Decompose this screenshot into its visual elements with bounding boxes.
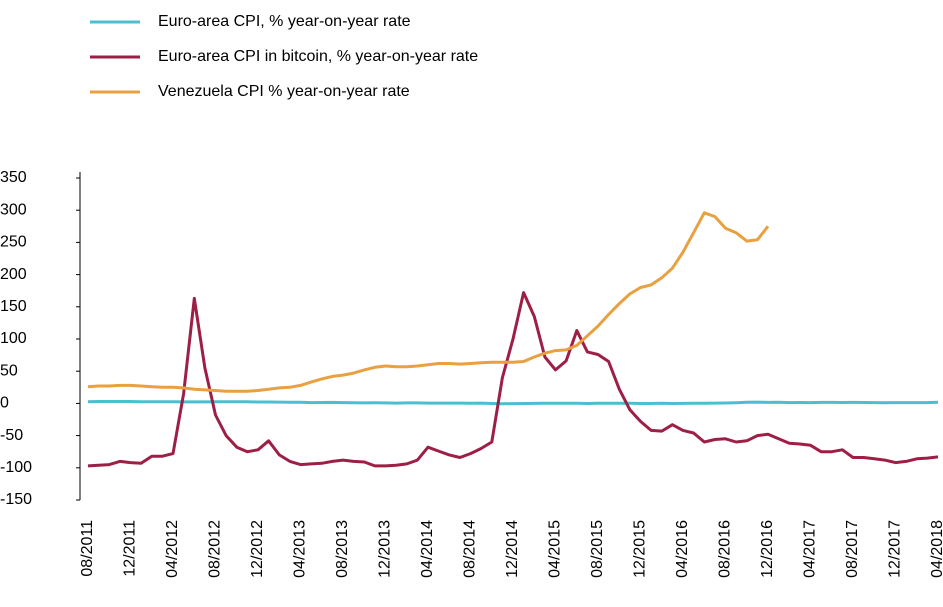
series-line xyxy=(87,211,770,393)
x-tick-label: 08/2017 xyxy=(844,520,861,578)
y-tick-label: 250 xyxy=(0,234,27,251)
x-tick-label: 12/2012 xyxy=(249,520,266,578)
y-tick-label: -150 xyxy=(0,491,32,508)
legend-label: Euro-area CPI, % year-on-year rate xyxy=(158,13,411,30)
x-tick-label: 08/2013 xyxy=(334,520,351,578)
x-tick-label: 08/2012 xyxy=(207,520,224,578)
x-tick-label: 08/2016 xyxy=(717,520,734,578)
series-line xyxy=(87,400,939,406)
y-tick-label: -50 xyxy=(0,427,23,444)
x-tick-label: 04/2014 xyxy=(419,520,436,578)
x-tick-label: 12/2014 xyxy=(504,520,521,578)
y-tick-label: -100 xyxy=(0,459,32,476)
x-tick-label: 08/2011 xyxy=(79,520,96,577)
legend-label: Venezuela CPI % year-on-year rate xyxy=(158,83,410,100)
series-line xyxy=(87,291,939,468)
x-tick-label: 08/2014 xyxy=(462,520,479,578)
y-tick-label: 350 xyxy=(0,169,27,186)
x-tick-label: 04/2012 xyxy=(164,520,181,578)
x-tick-label: 12/2013 xyxy=(377,520,394,578)
y-tick-label: 100 xyxy=(0,330,27,347)
x-tick-label: 12/2017 xyxy=(887,520,904,578)
x-tick-label: 12/2011 xyxy=(122,520,139,577)
x-tick-label: 12/2016 xyxy=(759,520,776,578)
y-tick-label: 200 xyxy=(0,266,27,283)
x-tick-label: 04/2017 xyxy=(802,520,819,578)
x-tick-label: 04/2016 xyxy=(674,520,691,578)
x-tick-label: 04/2013 xyxy=(292,520,309,578)
y-tick-label: 50 xyxy=(0,362,18,379)
y-tick-label: 300 xyxy=(0,201,27,218)
x-tick-label: 04/2015 xyxy=(547,520,564,578)
y-tick-label: 150 xyxy=(0,298,27,315)
y-tick-label: 0 xyxy=(0,395,9,412)
legend-label: Euro-area CPI in bitcoin, % year-on-year… xyxy=(158,48,478,65)
x-tick-label: 04/2018 xyxy=(929,520,943,578)
x-tick-label: 08/2015 xyxy=(589,520,606,578)
x-tick-label: 12/2015 xyxy=(632,520,649,578)
